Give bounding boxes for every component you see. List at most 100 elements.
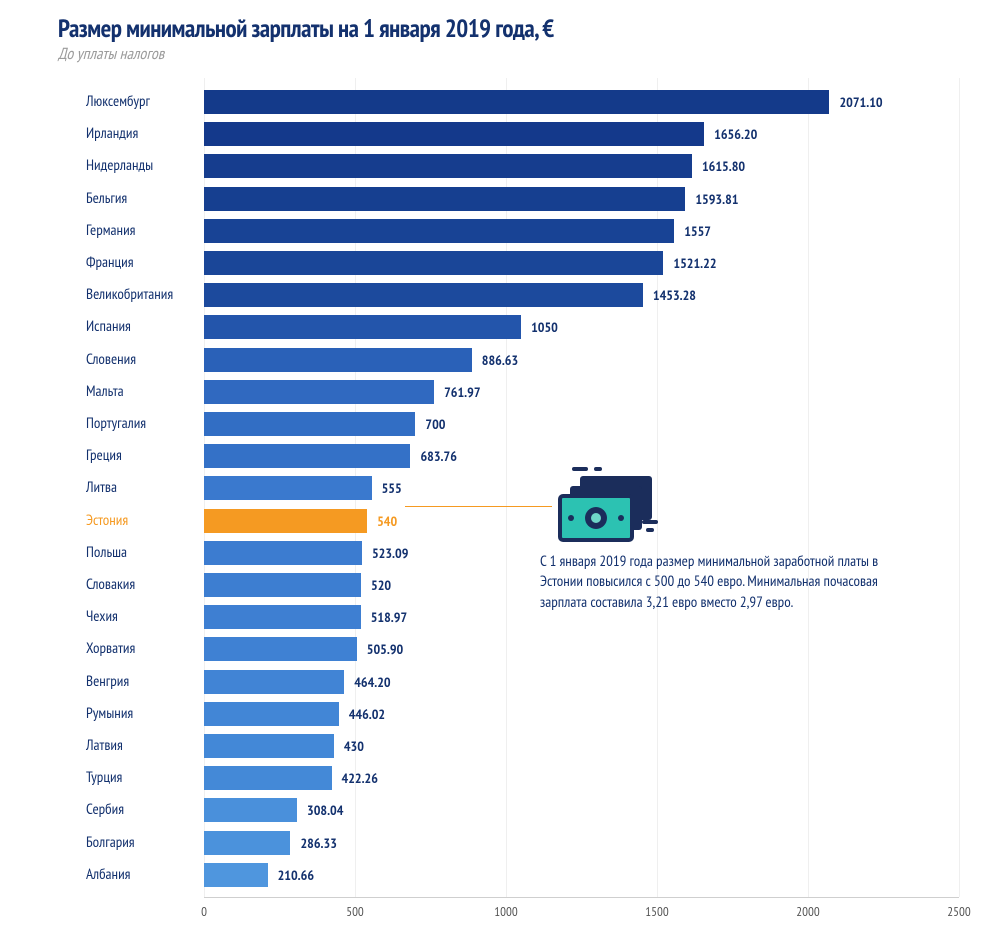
- bar: [204, 476, 372, 500]
- bar-row: Испания 1050: [86, 315, 960, 339]
- bar-row: Турция 422.26: [86, 766, 960, 790]
- bar-value: 1521.22: [673, 251, 716, 275]
- bar-value: 1615.80: [702, 154, 745, 178]
- bar-label: Сербия: [86, 798, 198, 822]
- bar: [204, 605, 361, 629]
- bar-label: Болгария: [86, 831, 198, 855]
- bar: [204, 509, 367, 533]
- bar: [204, 315, 521, 339]
- bar-label: Ирландия: [86, 122, 198, 146]
- bar-row: Эстония 540: [86, 509, 960, 533]
- x-tick-label: 500: [346, 903, 364, 920]
- bar: [204, 90, 829, 114]
- callout-connector: [405, 506, 552, 507]
- bar-row: Португалия 700: [86, 412, 960, 436]
- bar-label: Эстония: [86, 509, 198, 533]
- bar-value: 761.97: [444, 380, 480, 404]
- bar-value: 700: [425, 412, 445, 436]
- bar-row: Румыния 446.02: [86, 702, 960, 726]
- bar-label: Венгрия: [86, 670, 198, 694]
- bar-value: 2071.10: [839, 90, 882, 114]
- bar-label: Румыния: [86, 702, 198, 726]
- bar-label: Литва: [86, 476, 198, 500]
- bar-row: Латвия 430: [86, 734, 960, 758]
- bar: [204, 541, 362, 565]
- bar-label: Латвия: [86, 734, 198, 758]
- bar-value: 523.09: [372, 541, 408, 565]
- bar-label: Люксембург: [86, 90, 198, 114]
- bar: [204, 348, 472, 372]
- callout-text: С 1 января 2019 года размер минимальной …: [540, 552, 888, 613]
- bar-label: Португалия: [86, 412, 198, 436]
- chart-title: Размер минимальной зарплаты на 1 января …: [58, 12, 554, 44]
- bar-value: 1557: [684, 219, 711, 243]
- bar-label: Нидерланды: [86, 154, 198, 178]
- bar: [204, 831, 290, 855]
- bar-value: 308.04: [307, 798, 343, 822]
- bar-label: Польша: [86, 541, 198, 565]
- bar-row: Венгрия 464.20: [86, 670, 960, 694]
- bar-value: 464.20: [354, 670, 390, 694]
- x-tick-label: 0: [201, 903, 207, 920]
- bar-row: Литва 555: [86, 476, 960, 500]
- money-icon: [552, 466, 662, 549]
- bar-value: 422.26: [342, 766, 378, 790]
- bar-value: 540: [377, 509, 397, 533]
- bar-row: Греция 683.76: [86, 444, 960, 468]
- bar-label: Греция: [86, 444, 198, 468]
- bar-row: Албания210.66: [86, 863, 960, 887]
- bar-row: Словения 886.63: [86, 348, 960, 372]
- bar-row: Сербия 308.04: [86, 798, 960, 822]
- bar-label: Великобритания: [86, 283, 198, 307]
- bar-value: 683.76: [420, 444, 456, 468]
- bar: [204, 251, 663, 275]
- bar-row: Мальта761.97: [86, 380, 960, 404]
- bar: [204, 798, 297, 822]
- bar-value: 1050: [531, 315, 558, 339]
- bar: [204, 863, 268, 887]
- x-axis-line: [204, 897, 959, 898]
- bar-value: 505.90: [367, 637, 403, 661]
- bar-row: Хорватия505.90: [86, 637, 960, 661]
- bar-row: Франция 1521.22: [86, 251, 960, 275]
- bar-value: 520: [371, 573, 391, 597]
- bar: [204, 187, 685, 211]
- bar-value: 286.33: [300, 831, 336, 855]
- bar-label: Чехия: [86, 605, 198, 629]
- bar-label: Испания: [86, 315, 198, 339]
- bar-label: Словения: [86, 348, 198, 372]
- bar-row: Великобритания 1453.28: [86, 283, 960, 307]
- bar: [204, 702, 339, 726]
- bar: [204, 670, 344, 694]
- bar-row: Болгария 286.33: [86, 831, 960, 855]
- bar-value: 886.63: [482, 348, 518, 372]
- x-tick-label: 2000: [796, 903, 819, 920]
- bar-row: Ирландия 1656.20: [86, 122, 960, 146]
- x-tick-label: 2500: [947, 903, 970, 920]
- bar-row: Люксембург 2071.10: [86, 90, 960, 114]
- bar-chart: Люксембург 2071.10 Ирландия 1656.20 Нидерлан…: [86, 78, 960, 898]
- bar-label: Франция: [86, 251, 198, 275]
- x-tick-label: 1000: [494, 903, 517, 920]
- bar-value: 555: [382, 476, 402, 500]
- bar-value: 518.97: [371, 605, 407, 629]
- bar-value: 446.02: [349, 702, 385, 726]
- bar: [204, 573, 361, 597]
- bar-label: Германия: [86, 219, 198, 243]
- bar: [204, 219, 674, 243]
- bar: [204, 154, 692, 178]
- bar-value: 1453.28: [653, 283, 696, 307]
- bar-label: Бельгия: [86, 187, 198, 211]
- bar: [204, 444, 410, 468]
- bar: [204, 122, 704, 146]
- bar-label: Турция: [86, 766, 198, 790]
- bar: [204, 380, 434, 404]
- bar-value: 430: [344, 734, 364, 758]
- bar-value: 1593.81: [695, 187, 738, 211]
- bar: [204, 734, 334, 758]
- bar-label: Албания: [86, 863, 198, 887]
- bar: [204, 412, 415, 436]
- chart-subtitle: До уплаты налогов: [58, 44, 164, 64]
- bar-row: Нидерланды 1615.80: [86, 154, 960, 178]
- bar-value: 1656.20: [714, 122, 757, 146]
